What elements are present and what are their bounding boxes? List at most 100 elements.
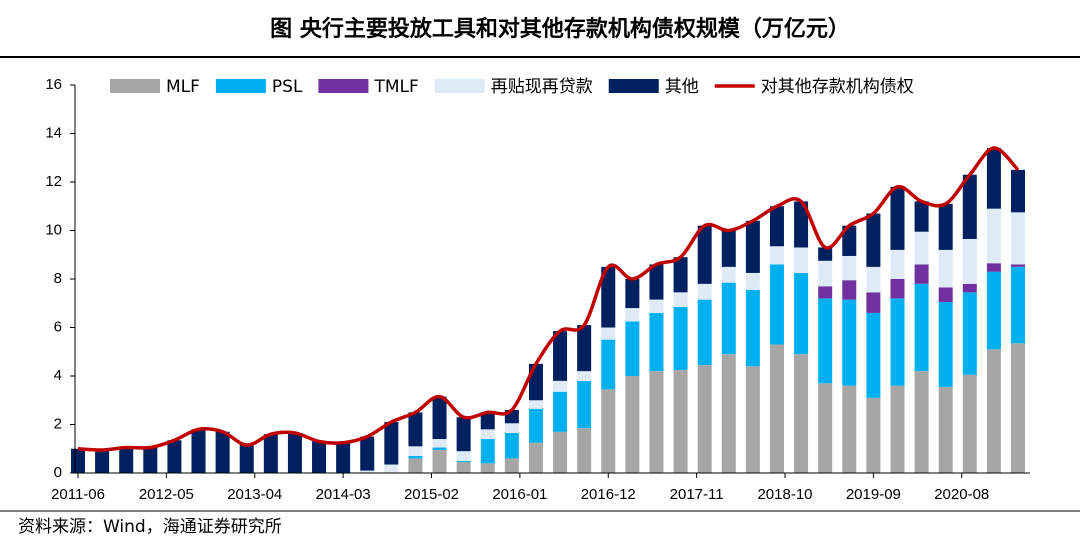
bar-segment (408, 412, 423, 447)
bar-segment (625, 279, 640, 309)
bar-segment (456, 417, 471, 452)
bar-segment (890, 186, 905, 250)
bar-segment (745, 289, 760, 367)
source-note: 资料来源：Wind，海通证券研究所 (18, 517, 282, 537)
x-tick-label: 2011-06 (51, 486, 105, 503)
bar-segment (71, 448, 85, 473)
bar-segment (745, 272, 760, 290)
bar-segment (480, 429, 495, 440)
bar-segment (818, 298, 833, 384)
chart-title: 图 央行主要投放工具和对其他存款机构债权规模（万亿元） (270, 16, 850, 42)
bar-segment (601, 389, 616, 473)
bar-segment (312, 441, 327, 473)
bar-segment (986, 263, 1001, 272)
bar-segment (504, 432, 519, 459)
bar-segment (697, 299, 712, 366)
bar-segment (938, 249, 953, 288)
bar-segment (577, 371, 592, 381)
bar-segment (673, 306, 688, 370)
total-line (77, 146, 1020, 452)
y-tick-label: 14 (45, 124, 62, 141)
bar-segment (191, 429, 206, 473)
bar-segment (794, 247, 809, 273)
bar-segment (456, 460, 471, 463)
bar-segment (914, 231, 929, 265)
bar-segment (986, 271, 1001, 350)
legend-label: 再贴现再贷款 (491, 77, 593, 97)
x-tick-label: 2012-05 (139, 486, 194, 503)
bar-segment (842, 385, 857, 473)
bar-segment (480, 463, 495, 473)
bar-segment (962, 174, 977, 239)
bar-segment (384, 464, 399, 473)
bar-segment (818, 383, 833, 473)
bar-segment (1011, 212, 1025, 265)
bar-segment (456, 462, 471, 473)
bar-segment (769, 344, 784, 473)
bar-segment (432, 447, 447, 450)
legend-swatch (110, 79, 160, 93)
bar-segment (890, 385, 905, 473)
bar-segment (625, 321, 640, 376)
bar-segment (601, 266, 616, 328)
bar-segment (890, 298, 905, 386)
bar-segment (697, 225, 712, 284)
bar-segment (986, 349, 1001, 473)
bar-segment (938, 203, 953, 250)
y-tick-label: 6 (54, 318, 62, 335)
bar-segment (866, 213, 881, 267)
bar-segment (528, 408, 543, 443)
bar-segment (601, 339, 616, 390)
bar-segment (119, 447, 134, 473)
bar-segment (794, 272, 809, 355)
bar-segment (553, 331, 568, 381)
y-tick-label: 2 (54, 415, 62, 432)
bar-segment (649, 371, 664, 473)
x-tick-label: 2017-11 (670, 486, 724, 503)
y-tick-label: 0 (54, 464, 62, 481)
bar-segment (842, 299, 857, 386)
bar-segment (1011, 169, 1025, 213)
bar-segment (938, 386, 953, 473)
bar-segment (263, 434, 278, 473)
bar-segment (456, 451, 471, 461)
bar-segment (794, 354, 809, 473)
y-tick-label: 12 (45, 173, 62, 190)
bar-segment (408, 446, 423, 457)
legend-label: MLF (166, 77, 200, 97)
legend-swatch (215, 79, 266, 93)
bar-segment (962, 238, 977, 284)
bar-segment (866, 292, 881, 313)
bar-segment (697, 365, 712, 473)
bar-segment (866, 312, 881, 398)
bar-segment (842, 225, 857, 256)
bar-segment (384, 422, 399, 465)
bar-segment (553, 431, 568, 473)
bar-segment (745, 220, 760, 273)
bar-segment (360, 470, 375, 473)
bar-segment (721, 282, 736, 355)
x-tick-label: 2019-09 (846, 486, 901, 503)
bar-segment (1011, 264, 1025, 267)
bar-segment (1011, 266, 1025, 344)
bar-segment (167, 440, 182, 473)
y-tick-label: 4 (54, 367, 62, 384)
bar-segment (432, 439, 447, 448)
bar-segment (577, 325, 592, 372)
bar-segment (215, 431, 230, 473)
bar-segment (625, 376, 640, 473)
bar-segment (769, 246, 784, 265)
bar-segment (577, 428, 592, 473)
x-tick-label: 2013-04 (227, 486, 282, 503)
bar-segment (769, 264, 784, 345)
bar-segment (480, 439, 495, 464)
x-tick-label: 2016-12 (581, 486, 636, 503)
bar-segment (866, 397, 881, 473)
bar-segment (890, 279, 905, 299)
bar-segment (938, 287, 953, 303)
bar-segment (914, 264, 929, 284)
bar-segment (769, 206, 784, 247)
bar-segment (480, 412, 495, 430)
bar-segment (432, 396, 447, 440)
